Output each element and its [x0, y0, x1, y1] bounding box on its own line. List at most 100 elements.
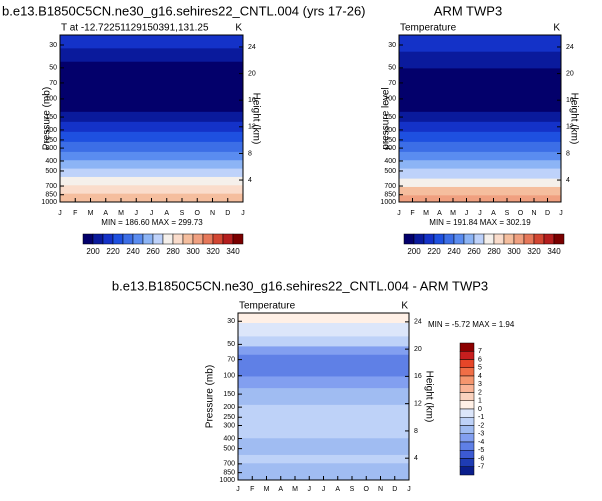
x-tick-label: S: [180, 210, 185, 217]
colorbar-label: 220: [427, 247, 441, 256]
y-tick-label: 30: [388, 42, 396, 49]
colorbar-box: [172, 233, 184, 245]
y-tick-label: 1000: [380, 199, 396, 206]
y-tick-label: 250: [223, 414, 235, 421]
x-tick-label: A: [164, 210, 169, 217]
colorbar-label: 280: [487, 247, 501, 256]
x-tick-label: J: [465, 210, 469, 217]
y-tick-label: 400: [223, 435, 235, 442]
colorbar-label: -4: [478, 439, 484, 446]
y-tick-label: 1000: [219, 477, 235, 484]
colorbar-box: [459, 384, 475, 393]
colorbar-label: 6: [478, 356, 482, 363]
colorbar-label: -1: [478, 414, 484, 421]
y-tick-label: 200: [223, 404, 235, 411]
y2-tick-label: 16: [248, 97, 256, 104]
x-tick-label: F: [73, 210, 77, 217]
unit: K: [235, 23, 242, 34]
colorbar-box: [459, 425, 475, 434]
x-tick-label: N: [378, 486, 383, 493]
colorbar-label: 240: [126, 247, 140, 256]
y2-axis-label: Height (km): [568, 93, 579, 145]
contour-fill: [399, 141, 561, 153]
y-tick-label: 850: [45, 192, 57, 199]
y2-tick-label: 8: [248, 150, 252, 157]
y2-tick-label: 4: [414, 455, 418, 462]
x-tick-label: J: [135, 210, 139, 217]
y-tick-label: 700: [223, 461, 235, 468]
colorbar-box: [122, 233, 134, 245]
y-tick-label: 50: [49, 65, 57, 72]
colorbar-label: 260: [467, 247, 481, 256]
colorbar-label: 200: [407, 247, 421, 256]
colorbar-label: 320: [527, 247, 541, 256]
contour-fill: [238, 346, 409, 356]
contour-fill: [60, 185, 243, 195]
x-tick-label: N: [531, 210, 536, 217]
colorbar-box: [483, 233, 495, 245]
subtitle: Temperature: [400, 23, 457, 34]
stats: MIN = 186.60 MAX = 299.73: [101, 218, 203, 227]
y-tick-label: 100: [384, 96, 396, 103]
x-tick-label: D: [225, 210, 230, 217]
x-tick-label: F: [250, 486, 254, 493]
colorbar-box: [463, 233, 475, 245]
colorbar-label: -7: [478, 464, 484, 471]
colorbar-box: [523, 233, 535, 245]
colorbar-box: [182, 233, 194, 245]
y-tick-label: 70: [49, 80, 57, 87]
contour-fill: [399, 131, 561, 143]
y2-tick-label: 16: [414, 373, 422, 380]
y-tick-label: 50: [227, 341, 235, 348]
x-tick-label: M: [292, 486, 298, 493]
y-tick-label: 300: [384, 145, 396, 152]
colorbar-label: -3: [478, 431, 484, 438]
x-tick-label: O: [364, 486, 370, 493]
colorbar-box: [112, 233, 124, 245]
unit: K: [401, 301, 408, 312]
colorbar-label: 4: [478, 373, 482, 380]
x-tick-label: O: [195, 210, 201, 217]
colorbar-box: [102, 233, 114, 245]
colorbar-box: [82, 233, 94, 245]
colorbar-label: -5: [478, 447, 484, 454]
y2-tick-label: 20: [566, 70, 574, 77]
contour-fill: [399, 178, 561, 188]
colorbar-label: 3: [478, 381, 482, 388]
colorbar-box: [459, 441, 475, 451]
colorbar-label: 340: [226, 247, 240, 256]
contour-fill: [238, 388, 409, 406]
contour-fill: [399, 111, 561, 123]
contour-fill: [238, 354, 409, 377]
y-axis-label: Pressure (mb): [42, 87, 53, 150]
contour-fill: [399, 186, 561, 196]
colorbar-label: 320: [206, 247, 220, 256]
colorbar-box: [459, 342, 475, 352]
colorbar-box: [232, 233, 244, 245]
colorbar-box: [459, 408, 475, 418]
contour-fill: [60, 176, 243, 186]
contour-fill: [399, 35, 561, 53]
y2-tick-label: 16: [566, 97, 574, 104]
y2-tick-label: 4: [248, 177, 252, 184]
contour-fill: [399, 168, 561, 180]
x-tick-label: M: [264, 486, 270, 493]
colorbar-box: [413, 233, 425, 245]
colorbar-label: 1: [478, 398, 482, 405]
contour-fill: [399, 160, 561, 170]
colorbar-box: [503, 233, 515, 245]
colorbar-box: [459, 351, 475, 360]
colorbar-label: -2: [478, 422, 484, 429]
x-tick-label: D: [392, 486, 397, 493]
y-tick-label: 850: [384, 192, 396, 199]
x-tick-label: N: [210, 210, 215, 217]
y-tick-label: 70: [388, 80, 396, 87]
colorbar-box: [403, 233, 415, 245]
stats: MIN = -5.72 MAX = 1.94: [428, 320, 515, 329]
subtitle: Temperature: [239, 301, 296, 312]
colorbar-box: [459, 417, 475, 426]
colorbar-box: [459, 392, 475, 401]
y-tick-label: 50: [388, 65, 396, 72]
colorbar-box: [92, 233, 104, 245]
x-tick-label: J: [58, 210, 62, 217]
